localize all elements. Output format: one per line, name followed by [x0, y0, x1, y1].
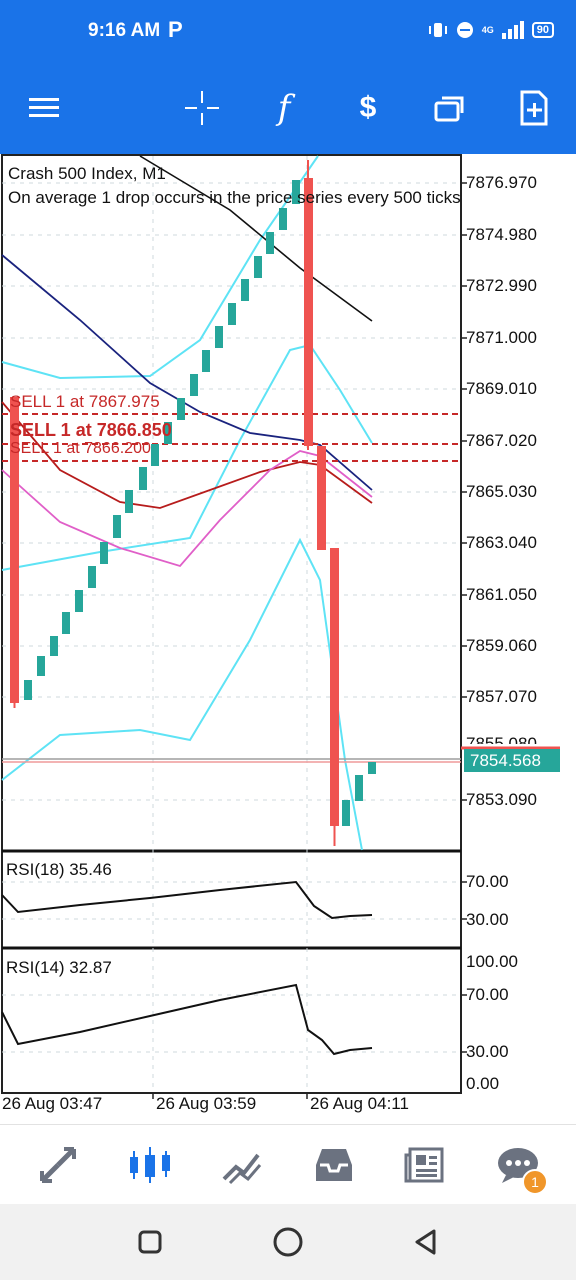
- quotes-icon: [40, 1147, 76, 1183]
- bollinger-lower-line: [1, 537, 363, 851]
- bollinger-upper-line: [1, 155, 319, 380]
- windows-icon: [434, 96, 464, 122]
- candles: [10, 160, 376, 846]
- dollar-icon: $: [359, 91, 377, 124]
- nav-quotes[interactable]: [30, 1137, 86, 1193]
- rsi2-level: 70.00: [466, 985, 509, 1004]
- crosshair-icon: [185, 91, 219, 125]
- trade-icon: [222, 1153, 262, 1185]
- order-label-2[interactable]: SELL 1 at 7866.850: [10, 420, 172, 440]
- news-icon: [404, 1147, 444, 1183]
- rsi1-line: [1, 880, 373, 920]
- do-not-disturb-icon: [456, 22, 473, 38]
- menu-button[interactable]: [18, 82, 70, 134]
- ma-magenta-line: [1, 450, 373, 568]
- nav-messages[interactable]: 1: [490, 1137, 548, 1195]
- signal-icon: [501, 21, 524, 39]
- windows-button[interactable]: [424, 82, 476, 134]
- nav-news[interactable]: [396, 1137, 452, 1193]
- price-label: 7874.980: [466, 225, 537, 244]
- battery-icon: 90: [531, 22, 554, 38]
- history-icon: [316, 1149, 352, 1181]
- status-bar: 9:16 AM P 4G 90: [0, 0, 576, 62]
- bottom-navigation: 1: [0, 1124, 576, 1205]
- chart-canvas[interactable]: [0, 154, 576, 1124]
- price-label: 7853.090: [466, 790, 537, 809]
- menu-icon: [29, 98, 59, 117]
- clock: 9:16 AM: [88, 20, 161, 41]
- rsi1-level: 70.00: [466, 872, 509, 891]
- chart-area[interactable]: Crash 500 Index, M1 On average 1 drop oc…: [0, 154, 576, 1124]
- rsi1-label: RSI(18) 35.46: [6, 860, 112, 879]
- nav-trade[interactable]: [214, 1137, 270, 1193]
- nav-history[interactable]: [306, 1137, 362, 1193]
- price-label: 7857.070: [466, 687, 537, 706]
- trade-button[interactable]: $: [342, 82, 394, 134]
- network-label: 4G: [481, 25, 494, 35]
- vibrate-icon: [428, 23, 447, 37]
- function-icon: f: [277, 88, 291, 128]
- price-label: 7861.050: [466, 585, 537, 604]
- back-icon: [415, 1229, 436, 1255]
- ma-black-line: [139, 155, 373, 322]
- order-label-1[interactable]: SELL 1 at 7867.975: [10, 392, 160, 411]
- bollinger-mid-line: [1, 343, 373, 571]
- nav-chart[interactable]: [122, 1137, 178, 1193]
- back-button[interactable]: [406, 1222, 446, 1262]
- price-label: 7863.040: [466, 533, 537, 552]
- rsi2-line: [1, 983, 373, 1056]
- ma-red-line: [1, 401, 373, 509]
- add-order-icon: [520, 90, 548, 126]
- rsi2-level: 0.00: [466, 1074, 500, 1093]
- current-price-tag: 7854.568: [464, 749, 560, 772]
- recents-icon: [138, 1230, 162, 1254]
- chart-icon: [130, 1147, 170, 1183]
- new-order-button[interactable]: [508, 82, 560, 134]
- price-label: 7855.080: [466, 734, 537, 744]
- symbol-description: On average 1 drop occurs in the price se…: [8, 188, 461, 207]
- time-label: 26 Aug 03:47: [2, 1094, 103, 1113]
- system-navigation: [0, 1204, 576, 1280]
- price-label: 7872.990: [466, 276, 537, 295]
- symbol-title: Crash 500 Index, M1: [8, 164, 166, 183]
- price-label: 7865.030: [466, 482, 537, 501]
- price-label: 7869.010: [466, 379, 537, 398]
- rsi2-level: 100.00: [466, 952, 518, 971]
- rsi2-label: RSI(14) 32.87: [6, 958, 112, 977]
- indicators-button[interactable]: f: [258, 82, 310, 134]
- home-button[interactable]: [268, 1222, 308, 1262]
- status-icons: 4G 90: [428, 20, 554, 40]
- recents-button[interactable]: [130, 1222, 170, 1262]
- home-icon: [273, 1227, 303, 1257]
- carrier-mark: P: [168, 17, 183, 42]
- rsi1-level: 30.00: [466, 910, 509, 929]
- time-label: 26 Aug 03:59: [156, 1094, 257, 1113]
- price-label: 7871.000: [466, 328, 537, 347]
- time-label: 26 Aug 04:11: [310, 1094, 409, 1113]
- price-label: 7859.060: [466, 636, 537, 655]
- order-label-3[interactable]: SELL 1 at 7866.200: [10, 440, 151, 457]
- rsi2-level: 30.00: [466, 1042, 509, 1061]
- battery-level: 90: [536, 24, 549, 36]
- messages-badge: 1: [522, 1169, 548, 1195]
- chart-toolbar: f $: [0, 62, 576, 154]
- crosshair-button[interactable]: [176, 82, 228, 134]
- price-label: 7876.970: [466, 173, 537, 192]
- price-label: 7867.020: [466, 431, 537, 450]
